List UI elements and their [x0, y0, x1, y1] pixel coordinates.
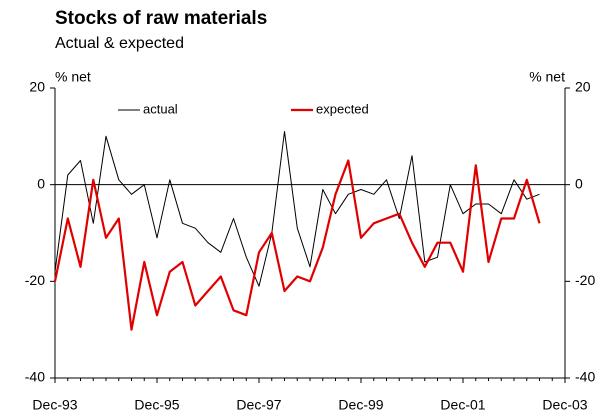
y2-tick-label: -40: [575, 369, 595, 385]
series-line: [53, 159, 541, 331]
y2-axis-label: % net: [529, 69, 565, 85]
x-tick-label: Dec-97: [236, 397, 281, 413]
x-tick-label: Dec-03: [542, 397, 587, 413]
y-tick-label: -40: [25, 369, 45, 385]
y2-tick-label: 0: [575, 175, 583, 191]
y2-tick-label: -20: [575, 272, 595, 288]
legend-label: actual: [143, 101, 178, 116]
y-tick-label: 20: [29, 79, 45, 95]
x-tick-label: Dec-99: [338, 397, 383, 413]
x-tick-label: Dec-93: [32, 397, 77, 413]
x-tick-label: Dec-01: [440, 397, 485, 413]
y-axis-label: % net: [55, 69, 91, 85]
chart-subtitle: Actual & expected: [55, 35, 184, 52]
y-tick-label: 0: [37, 175, 45, 191]
y2-tick-label: 20: [575, 79, 591, 95]
y-tick-label: -20: [25, 272, 45, 288]
legend-label: expected: [316, 101, 369, 116]
x-tick-label: Dec-95: [134, 397, 179, 413]
series-line: [54, 131, 540, 287]
chart-title: Stocks of raw materials: [55, 8, 267, 29]
